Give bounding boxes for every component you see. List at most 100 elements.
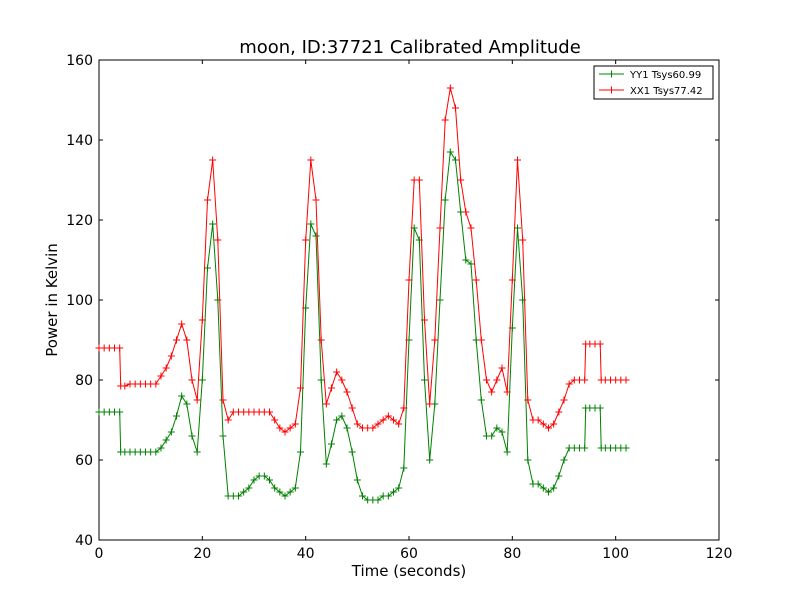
series-line-0 <box>99 150 626 501</box>
series-0-point-33 <box>260 472 268 480</box>
x-tick-label-3: 60 <box>400 546 418 562</box>
series-0-point-51 <box>353 476 361 484</box>
series-0-point-34 <box>266 476 273 484</box>
series-0-point-20 <box>193 448 201 456</box>
plot-area: 0 20 40 60 80 100 120 40 60 80 100 120 140 160 <box>66 53 732 562</box>
series-1-point-80 <box>503 388 511 396</box>
series-1-point-13 <box>157 372 165 380</box>
series-0-point-17 <box>178 392 186 400</box>
series-0-point-60 <box>400 464 408 472</box>
series-1-point-70 <box>452 104 459 112</box>
series-0-point-82 <box>514 224 521 232</box>
y-axis-label: Power in Kelvin <box>43 243 61 357</box>
series-1-point-95 <box>581 376 589 384</box>
series-0-point-12 <box>152 448 160 456</box>
series-0-point-87 <box>539 484 547 492</box>
series-layer <box>95 84 630 504</box>
series-1-point-64 <box>421 316 428 324</box>
series-1-point-73 <box>467 224 475 232</box>
series-1-point-34 <box>266 408 273 416</box>
series-1-point-76 <box>483 376 490 384</box>
series-0 <box>95 148 630 504</box>
series-0-point-68 <box>441 196 449 204</box>
series-0-point-88 <box>545 488 552 496</box>
series-1-point-25 <box>219 396 227 404</box>
series-0-point-91 <box>560 456 568 464</box>
series-0-point-70 <box>452 156 459 164</box>
y-tick-label-4: 120 <box>66 213 93 229</box>
series-1-point-63 <box>415 176 423 184</box>
series-0-point-16 <box>173 412 180 420</box>
series-0-point-15 <box>167 428 175 436</box>
series-0-point-45 <box>322 460 330 468</box>
series-1-point-71 <box>457 176 465 184</box>
plot-frame <box>98 59 720 541</box>
series-1-point-69 <box>446 84 454 92</box>
series-0-point-77 <box>488 432 496 440</box>
series-1-point-83 <box>519 236 527 244</box>
series-0-point-86 <box>534 480 542 488</box>
series-1-point-61 <box>405 276 413 284</box>
x-tick-label-6: 120 <box>706 546 733 562</box>
y-tick-label-5: 140 <box>66 133 93 149</box>
series-1-point-12 <box>152 380 160 388</box>
series-1-point-60 <box>400 404 408 412</box>
series-1-point-47 <box>333 368 341 376</box>
series-0-point-22 <box>204 264 211 272</box>
series-1-point-43 <box>312 196 320 204</box>
series-0-point-57 <box>384 492 392 500</box>
series-1-point-88 <box>545 424 552 432</box>
series-1-point-41 <box>302 236 310 244</box>
series-0-point-59 <box>395 484 403 492</box>
series-1-point-82 <box>514 156 521 164</box>
series-1-point-51 <box>353 420 361 428</box>
series-0-point-84 <box>524 456 532 464</box>
series-1-point-50 <box>348 404 356 412</box>
series-1-point-22 <box>204 196 211 204</box>
series-1-point-4 <box>116 344 124 352</box>
series-0-point-14 <box>162 436 170 444</box>
legend-label-yy1: YY1 Tsys60.99 <box>629 70 701 81</box>
series-0-point-75 <box>477 396 485 404</box>
series-1-point-72 <box>462 208 470 216</box>
x-tick-label-2: 40 <box>297 546 315 562</box>
series-0-point-80 <box>503 448 511 456</box>
series-0-point-69 <box>446 148 454 156</box>
series-0-point-49 <box>343 424 351 432</box>
legend-marker-yy1 <box>608 70 615 78</box>
series-1-point-89 <box>550 420 558 428</box>
series-0-point-31 <box>250 476 258 484</box>
series-1 <box>95 84 630 436</box>
series-1-point-74 <box>472 276 480 284</box>
series-0-point-44 <box>317 376 325 384</box>
series-0-point-18 <box>183 400 191 408</box>
series-1-point-38 <box>286 424 294 432</box>
series-1-point-45 <box>322 400 330 408</box>
series-0-point-67 <box>436 296 444 304</box>
series-0-point-50 <box>348 448 356 456</box>
legend-label-xx1: XX1 Tsys77.42 <box>630 86 703 97</box>
series-0-point-64 <box>421 376 428 384</box>
series-1-point-56 <box>379 416 387 424</box>
y-tick-label-3: 100 <box>66 293 93 309</box>
series-1-point-92 <box>565 380 573 388</box>
series-1-point-18 <box>183 336 191 344</box>
series-1-point-44 <box>317 336 325 344</box>
series-1-point-21 <box>198 316 206 324</box>
series-1-point-55 <box>374 420 382 428</box>
series-1-point-35 <box>271 416 279 424</box>
series-1-point-67 <box>436 224 444 232</box>
series-1-point-15 <box>167 352 175 360</box>
series-0-point-29 <box>240 488 248 496</box>
series-1-point-46 <box>328 384 335 392</box>
series-1-point-65 <box>426 400 434 408</box>
series-0-point-52 <box>359 492 366 500</box>
series-1-point-79 <box>498 364 506 372</box>
series-1-point-78 <box>493 376 501 384</box>
series-1-point-40 <box>297 384 304 392</box>
series-1-point-16 <box>173 336 180 344</box>
chart-title: moon, ID:37721 Calibrated Amplitude <box>239 37 581 58</box>
series-0-point-25 <box>219 432 227 440</box>
series-0-point-99 <box>596 404 604 412</box>
series-0-point-39 <box>291 484 299 492</box>
